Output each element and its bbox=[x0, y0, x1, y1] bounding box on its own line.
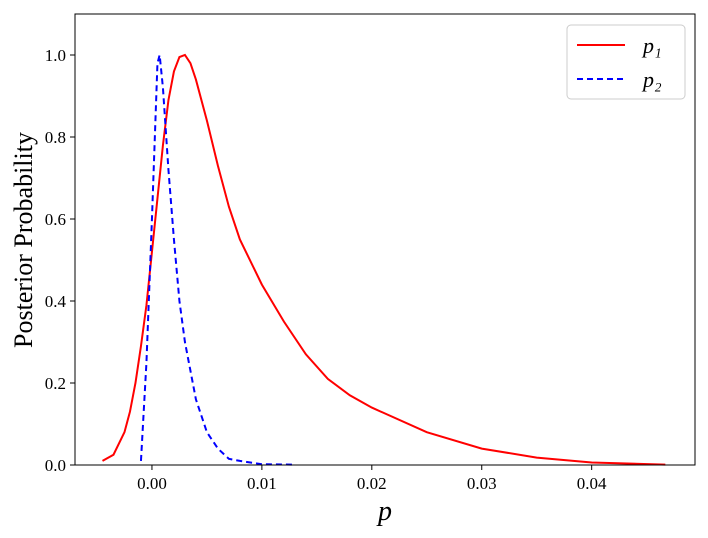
x-tick-label: 0.03 bbox=[467, 474, 497, 493]
y-tick-label: 0.0 bbox=[45, 456, 66, 475]
series-line bbox=[101, 53, 666, 466]
x-tick-label: 0.01 bbox=[247, 474, 277, 493]
y-tick-label: 0.8 bbox=[45, 128, 66, 147]
x-axis-label: p bbox=[376, 496, 392, 527]
x-tick-label: 0.00 bbox=[137, 474, 167, 493]
y-tick-label: 1.0 bbox=[45, 46, 66, 65]
y-tick-label: 0.6 bbox=[45, 210, 66, 229]
x-tick-label: 0.04 bbox=[577, 474, 607, 493]
y-tick-label: 0.2 bbox=[45, 374, 66, 393]
plot-frame bbox=[74, 13, 696, 466]
y-axis-label: Posterior Probability bbox=[9, 132, 38, 348]
legend-box bbox=[566, 24, 686, 100]
legend: p₁ p₂ bbox=[566, 24, 686, 100]
y-tick-label: 0.4 bbox=[45, 292, 67, 311]
series-line bbox=[139, 54, 293, 466]
x-tick-label: 0.02 bbox=[357, 474, 387, 493]
legend-label: p₂ bbox=[641, 67, 662, 92]
legend-label: p₁ bbox=[641, 33, 662, 58]
